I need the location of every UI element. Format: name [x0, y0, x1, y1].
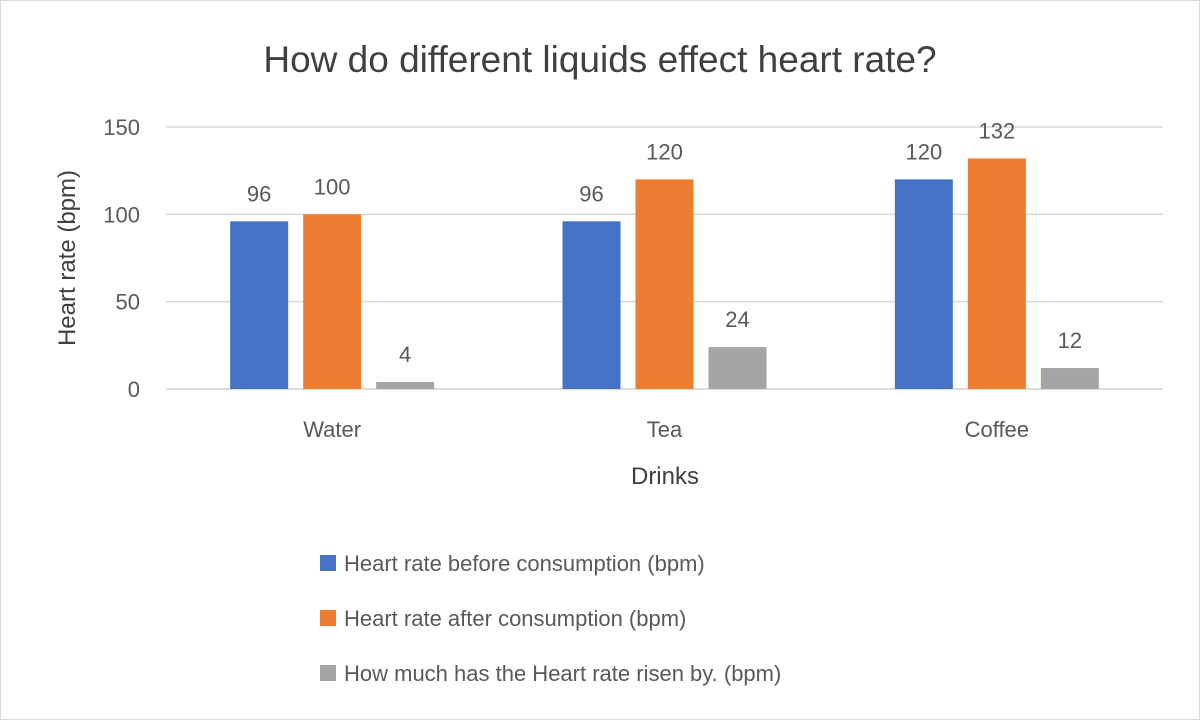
legend-swatch	[320, 665, 336, 681]
y-tick-label: 100	[103, 202, 140, 227]
bar	[230, 221, 289, 389]
data-label: 120	[646, 139, 683, 164]
legend: Heart rate before consumption (bpm) Heart…	[320, 551, 781, 686]
y-axis-title: Heart rate (bpm)	[54, 170, 81, 346]
x-axis-ticks: Water Tea Coffee	[303, 417, 1029, 442]
legend-swatch	[320, 610, 336, 626]
bar	[562, 221, 621, 389]
bar	[303, 214, 362, 389]
data-label: 24	[725, 307, 749, 332]
x-tick-label: Water	[303, 417, 361, 442]
bar	[635, 179, 694, 389]
data-label: 12	[1058, 328, 1082, 353]
bar	[708, 347, 767, 389]
x-axis-title: Drinks	[631, 463, 699, 490]
legend-swatch	[320, 555, 336, 571]
bars	[230, 158, 1099, 389]
data-label: 132	[978, 118, 1015, 143]
y-tick-label: 150	[103, 115, 140, 140]
legend-label: Heart rate before consumption (bpm)	[344, 551, 705, 576]
legend-label: Heart rate after consumption (bpm)	[344, 606, 686, 631]
y-tick-label: 0	[128, 377, 140, 402]
y-tick-label: 50	[116, 290, 140, 315]
x-tick-label: Coffee	[965, 417, 1029, 442]
y-axis-ticks: 0 50 100 150	[103, 115, 140, 402]
data-label: 96	[247, 181, 271, 206]
data-label: 4	[399, 342, 411, 367]
chart-title: How do different liquids effect heart ra…	[263, 39, 936, 80]
bar	[967, 158, 1026, 389]
data-label: 120	[905, 139, 942, 164]
data-label: 100	[314, 174, 351, 199]
legend-label: How much has the Heart rate risen by. (b…	[344, 661, 781, 686]
data-label: 96	[579, 181, 603, 206]
x-tick-label: Tea	[647, 417, 683, 442]
bar	[376, 382, 435, 389]
bar	[1040, 368, 1099, 389]
data-labels: 96 100 4 96 120 24 120 132 12	[247, 118, 1082, 367]
bar	[894, 179, 953, 389]
